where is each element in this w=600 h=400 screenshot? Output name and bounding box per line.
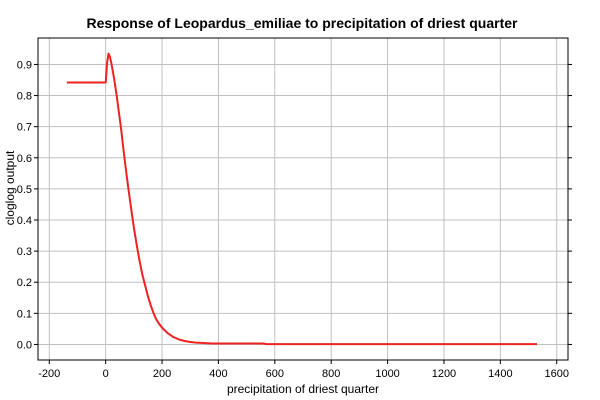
- y-tick-label: 0.0: [17, 339, 32, 351]
- y-tick-label: 0.6: [17, 153, 32, 165]
- y-tick-label: 0.5: [17, 184, 32, 196]
- y-tick-label: 0.3: [17, 246, 32, 258]
- x-tick-label: 400: [209, 368, 227, 380]
- y-tick-label: 0.9: [17, 59, 32, 71]
- response-curve-line: [66, 52, 537, 346]
- y-tick-label: 0.7: [17, 122, 32, 134]
- x-tick-label: -200: [38, 368, 60, 380]
- plot-frame: [37, 37, 569, 361]
- grid-layer: [38, 38, 568, 360]
- curve-layer: [66, 52, 537, 346]
- x-tick-label: 200: [153, 368, 171, 380]
- x-tick-label: 1400: [488, 368, 512, 380]
- y-tick-label: 0.2: [17, 277, 32, 289]
- x-tick-label: 1000: [375, 368, 399, 380]
- x-tick-label: 600: [266, 368, 284, 380]
- x-tick-label: 0: [103, 368, 109, 380]
- y-axis-label: cloglog output: [3, 150, 17, 225]
- x-tick-label: 1600: [544, 368, 568, 380]
- x-tick-label: 800: [322, 368, 340, 380]
- tick-layer: -200 0 200 400 600 800 1000 1200 1400 1600 0.0 0.1 0…: [17, 59, 572, 380]
- x-axis-label: precipitation of driest quarter: [227, 382, 379, 396]
- y-tick-label: 0.8: [17, 91, 32, 103]
- y-tick-label: 0.1: [17, 308, 32, 320]
- y-tick-label: 0.4: [17, 215, 32, 227]
- chart-title: Response of Leopardus_emiliae to precipi…: [87, 15, 519, 31]
- x-tick-label: 1200: [432, 368, 456, 380]
